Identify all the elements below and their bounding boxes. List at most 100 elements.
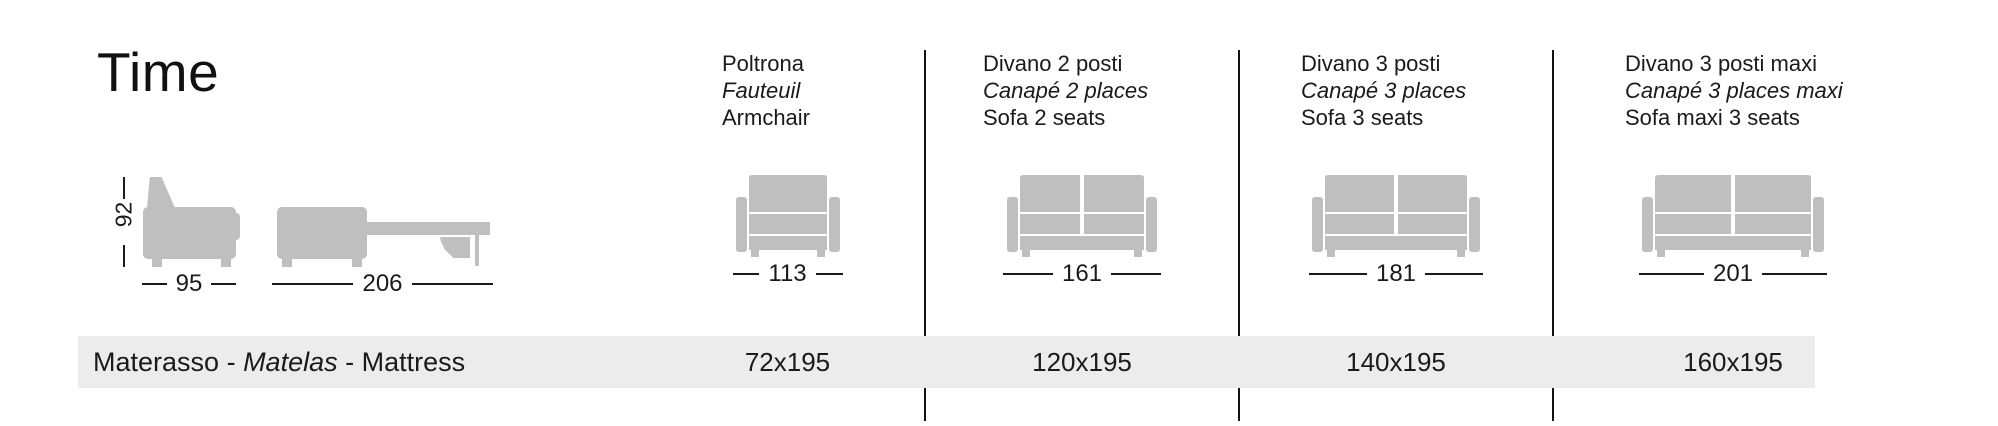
mattress-size: 120x195 (1032, 347, 1132, 377)
sofa-side-closed-icon: 92 95 (110, 177, 250, 307)
armrest-shape (1813, 197, 1824, 252)
foot-shape (352, 259, 362, 267)
armrest-shape (1642, 197, 1653, 252)
armrest-shape (1312, 197, 1323, 252)
cushion-gap (1080, 175, 1084, 234)
base-shape (1325, 236, 1467, 250)
base-shape (1655, 236, 1811, 250)
armrest-shape (735, 197, 747, 252)
sofa-3-maxi-front-icon (1642, 175, 1824, 257)
cushion-gap (1394, 175, 1398, 234)
dim-line (411, 283, 494, 285)
label-separator: - (219, 347, 244, 377)
width-dimension: 95 (142, 270, 237, 297)
armrest-shape (828, 197, 840, 252)
armrest-shape (1146, 197, 1157, 252)
foot-shape (152, 259, 162, 267)
sofa-front-shape (1642, 175, 1824, 257)
product-column-sofa-2: Divano 2 posti Canapé 2 places Sofa 2 se… (925, 0, 1239, 426)
width-dimension-label: 95 (175, 270, 203, 297)
base-shape (1020, 236, 1144, 250)
armchair-front-icon (735, 175, 840, 257)
foot-shape (282, 259, 292, 267)
foot-shape (1801, 250, 1809, 257)
width-dimension: 161 (1003, 262, 1162, 286)
mattress-row-label: Materasso - Matelas - Mattress (93, 336, 465, 388)
width-dimension: 113 (732, 260, 843, 287)
column-divider (1238, 50, 1240, 421)
dim-line (1762, 273, 1828, 275)
column-divider (924, 50, 926, 421)
width-dimension: 201 (1639, 260, 1828, 287)
product-name-en: Sofa maxi 3 seats (1625, 105, 1800, 130)
dim-line (211, 283, 237, 285)
product-name-it: Poltrona (722, 51, 804, 76)
mattress-size: 160x195 (1683, 347, 1783, 377)
sofa-front-shape (1312, 175, 1480, 257)
product-name-en: Armchair (722, 105, 811, 130)
column-divider (1552, 50, 1554, 421)
foot-shape (816, 250, 825, 257)
label-separator: - (337, 347, 362, 377)
seat-cushion-shape (748, 214, 827, 234)
dim-line (1111, 273, 1162, 275)
product-name-fr: Canapé 2 places (983, 78, 1149, 103)
dim-line (815, 273, 843, 275)
product-name-it: Divano 3 posti (1301, 51, 1441, 76)
armrest-lip-shape (232, 213, 240, 240)
dim-line (272, 283, 354, 285)
product-name-fr: Canapé 3 places maxi (1625, 78, 1843, 103)
bed-leg-shape (475, 234, 479, 266)
foot-shape (750, 250, 759, 257)
base-shape (748, 236, 827, 250)
backrest-shape (748, 175, 827, 212)
cushion-gap (1731, 175, 1735, 234)
mattress-size: 140x195 (1346, 347, 1446, 377)
sofa-side-open-icon: 206 (272, 177, 494, 307)
mattress-label-en: Mattress (361, 347, 466, 377)
backrest-shape (147, 177, 175, 208)
foot-shape (1134, 250, 1142, 257)
height-dim-line-top (123, 177, 125, 199)
product-column-sofa-3: Divano 3 posti Canapé 3 places Sofa 3 se… (1239, 0, 1553, 426)
bed-leg-support-shape (440, 237, 470, 258)
sofa-body-shape (277, 207, 367, 259)
product-name-en: Sofa 2 seats (983, 105, 1106, 130)
width-dimension-label: 181 (1375, 260, 1417, 287)
mattress-size: 72x195 (744, 347, 831, 377)
mattress-label-it: Materasso (93, 347, 220, 377)
product-name-en: Sofa 3 seats (1301, 105, 1424, 130)
product-column-armchair: Poltrona Fauteuil Armchair 113 72x195 (675, 0, 900, 426)
product-name-fr: Canapé 3 places (1301, 78, 1467, 103)
page-title: Time (97, 41, 220, 103)
mattress-label-fr: Matelas (243, 347, 338, 377)
product-header: Divano 2 posti Canapé 2 places Sofa 2 se… (925, 50, 1239, 131)
foot-shape (1457, 250, 1465, 257)
depth-dimension-label: 206 (362, 270, 403, 297)
product-name-fr: Fauteuil (722, 78, 801, 103)
dim-line (142, 283, 167, 285)
dim-line (1425, 273, 1484, 275)
sofa-3-front-icon (1312, 175, 1480, 257)
bed-platform-shape (367, 222, 490, 235)
width-dimension-label: 201 (1712, 260, 1754, 287)
armrest-shape (1007, 197, 1018, 252)
height-dimension-label: 92 (110, 201, 137, 228)
foot-shape (1022, 250, 1030, 257)
mattress-row: Materasso - Matelas - Mattress (78, 336, 1815, 388)
foot-shape (1657, 250, 1665, 257)
product-name-it: Divano 2 posti (983, 51, 1123, 76)
sofa-body-shape (143, 207, 236, 259)
product-header: Divano 3 posti maxi Canapé 3 places maxi… (1553, 50, 1913, 131)
sofa-2-front-icon (1007, 175, 1157, 257)
product-column-sofa-3-maxi: Divano 3 posti maxi Canapé 3 places maxi… (1553, 0, 1913, 426)
depth-dimension: 206 (272, 270, 494, 297)
width-dimension-label: 113 (768, 260, 807, 287)
dim-line (1639, 273, 1704, 275)
sofa-front-shape (1007, 175, 1157, 257)
product-header: Poltrona Fauteuil Armchair (675, 50, 900, 131)
dim-line (1003, 273, 1053, 275)
product-header: Divano 3 posti Canapé 3 places Sofa 3 se… (1239, 50, 1553, 131)
dim-line (1309, 273, 1367, 275)
